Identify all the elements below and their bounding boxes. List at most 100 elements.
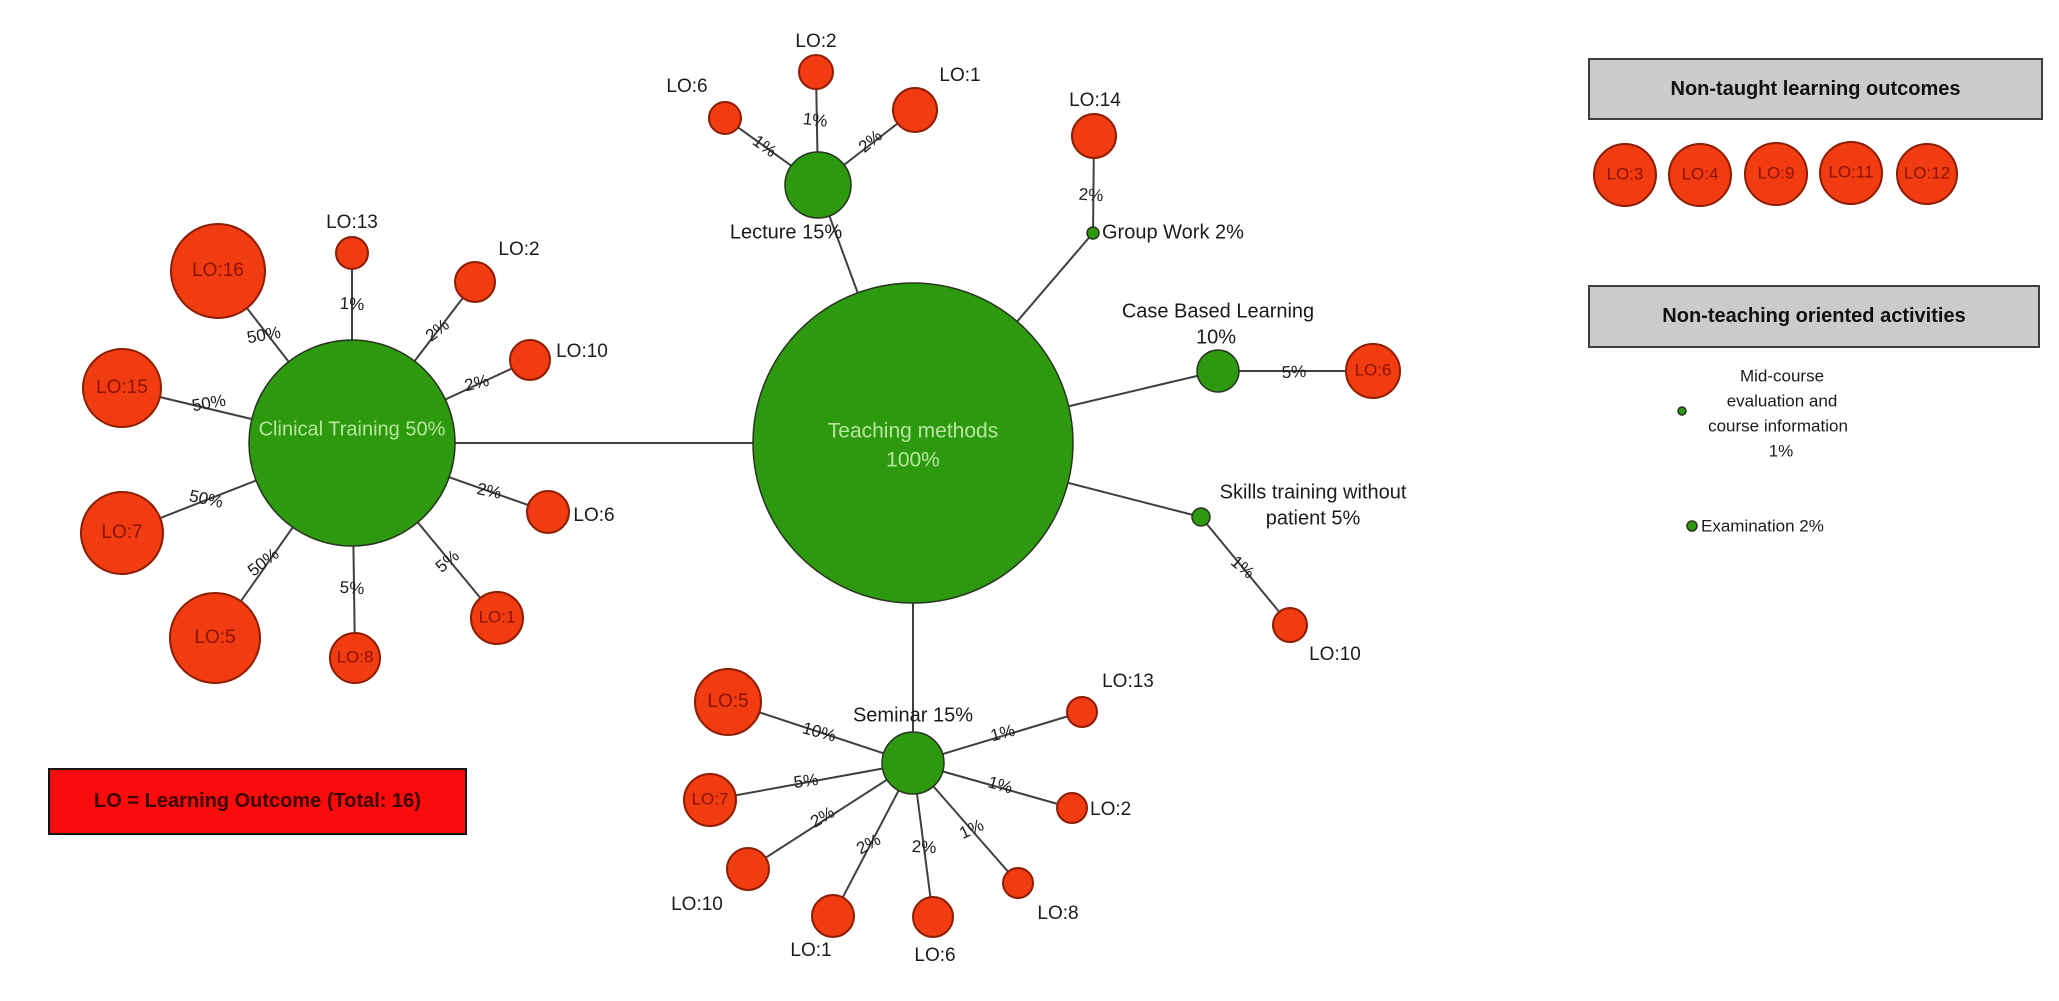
edge-clinical-lo16-label: 50% <box>245 323 282 348</box>
label-legend-lo4: LO:4 <box>1682 164 1719 183</box>
label-teaching-line2: 100% <box>886 449 940 472</box>
node-lecture-lo6 <box>708 101 742 135</box>
label-clinical: Clinical Training 50% <box>259 418 446 440</box>
node-seminar <box>881 731 945 795</box>
label-lo6-seminar: LO:6 <box>914 945 955 966</box>
label-lo2-clinical: LO:2 <box>498 239 539 260</box>
node-clinical-lo13 <box>335 236 369 270</box>
node-clinical-training <box>248 339 456 547</box>
non-teaching-legend-title: Non-teaching oriented activities <box>1662 305 1966 327</box>
label-lo5-seminar: LO:5 <box>707 691 748 712</box>
node-seminar-lo2 <box>1056 792 1088 824</box>
non-teaching-legend-header: Non-teaching oriented activities <box>1588 285 2040 348</box>
edge-seminar-lo13-label: 1% <box>988 721 1017 746</box>
label-cbl-line1: Case Based Learning <box>1122 300 1314 322</box>
node-clinical-lo10 <box>509 339 551 381</box>
edge-clinical-lo2-label: 2% <box>422 315 453 345</box>
edge-seminar-lo7 <box>709 762 914 801</box>
node-seminar-lo8 <box>1002 867 1034 899</box>
label-skills-line1: Skills training without <box>1220 481 1407 503</box>
lo-abbreviation-note: LO = Learning Outcome (Total: 16) <box>48 768 467 835</box>
edge-lecture-lo6-label: 1% <box>749 131 780 161</box>
label-lo7-seminar: LO:7 <box>692 789 729 808</box>
label-lo13-seminar: LO:13 <box>1102 671 1154 692</box>
edge-seminar-lo7-label: 5% <box>792 770 819 792</box>
label-midcourse-line1: Mid-course <box>1740 366 1824 385</box>
node-seminar-lo10 <box>726 847 770 891</box>
node-seminar-lo1 <box>811 894 855 938</box>
node-legend-lo3 <box>1593 143 1657 207</box>
node-case-based-learning <box>1196 349 1240 393</box>
label-legend-lo11: LO:11 <box>1828 162 1873 181</box>
label-lo10-skills: LO:10 <box>1309 644 1361 665</box>
label-lo10-seminar: LO:10 <box>671 894 723 915</box>
label-lo6-cbl: LO:6 <box>1355 360 1392 379</box>
label-lo8-seminar: LO:8 <box>1037 903 1078 924</box>
edge-seminar-lo1-label: 2% <box>853 830 884 858</box>
edge-lecture-lo2-label: 1% <box>802 109 828 130</box>
node-groupwork-lo14 <box>1071 113 1117 159</box>
node-teaching-methods <box>752 282 1074 604</box>
label-lo1-lecture: LO:1 <box>939 65 980 86</box>
label-group-work: Group Work 2% <box>1102 221 1244 243</box>
node-clinical-lo5 <box>169 592 261 684</box>
node-clinical-lo16 <box>170 223 266 319</box>
label-lo10-clinical: LO:10 <box>556 341 608 362</box>
label-lo2-lecture: LO:2 <box>795 31 836 52</box>
label-lo6-lecture: LO:6 <box>666 76 707 97</box>
node-group-work <box>1086 226 1100 240</box>
edge-seminar-lo10 <box>747 762 914 870</box>
edge-skills-lo10 <box>1200 516 1291 626</box>
node-lecture <box>784 151 852 219</box>
label-lo15: LO:15 <box>96 377 148 398</box>
node-clinical-lo2 <box>454 261 496 303</box>
node-lecture-lo2 <box>798 54 834 90</box>
node-legend-lo11 <box>1819 141 1883 205</box>
node-examination-dot <box>1686 520 1698 532</box>
node-cbl-lo6 <box>1345 343 1401 399</box>
edge-seminar-lo8-label: 1% <box>956 815 986 843</box>
edge-seminar-lo2-label: 1% <box>986 773 1015 798</box>
label-lo13-clinical: LO:13 <box>326 212 378 233</box>
node-clinical-lo1 <box>470 591 524 645</box>
label-lo14-groupwork: LO:14 <box>1069 90 1121 111</box>
label-seminar: Seminar 15% <box>853 704 973 726</box>
label-lo5-clinical: LO:5 <box>194 627 235 648</box>
edge-groupwork-lo14-label: 2% <box>1078 185 1104 206</box>
edge-clinical-lo6-label: 2% <box>475 479 503 503</box>
node-skills-training <box>1191 507 1211 527</box>
label-lo7-clinical: LO:7 <box>101 522 142 543</box>
label-midcourse-line2: evaluation and <box>1727 391 1838 410</box>
node-midcourse-dot <box>1677 406 1687 416</box>
label-lo2-seminar: LO:2 <box>1090 799 1131 820</box>
label-teaching-line1: Teaching methods <box>828 420 998 443</box>
label-examination: Examination 2% <box>1701 516 1824 535</box>
node-clinical-lo15 <box>82 348 162 428</box>
node-legend-lo12 <box>1896 143 1958 205</box>
label-midcourse-line4: 1% <box>1769 441 1794 460</box>
edge-clinical-lo13-label: 1% <box>339 294 365 315</box>
label-skills-line2: patient 5% <box>1266 507 1361 529</box>
node-legend-lo9 <box>1744 142 1808 206</box>
edge-clinical-lo8-label: 5% <box>339 578 365 599</box>
edge-clinical-lo10-label: 2% <box>463 371 491 395</box>
label-lo16: LO:16 <box>192 260 244 281</box>
node-seminar-lo6 <box>912 896 954 938</box>
node-seminar-lo7 <box>683 773 737 827</box>
node-seminar-lo5 <box>694 668 762 736</box>
label-legend-lo12: LO:12 <box>1904 163 1950 182</box>
label-lo8-clinical: LO:8 <box>337 647 374 666</box>
lo-abbreviation-note-text: LO = Learning Outcome (Total: 16) <box>94 790 421 812</box>
label-lo1-seminar: LO:1 <box>790 940 831 961</box>
label-legend-lo9: LO:9 <box>1758 163 1795 182</box>
label-midcourse-line3: course information <box>1708 416 1848 435</box>
edge-seminar-lo5-label: 10% <box>800 718 838 745</box>
label-lo1-clinical: LO:1 <box>479 607 516 626</box>
node-clinical-lo6 <box>526 490 570 534</box>
label-lo6-clinical: LO:6 <box>573 505 614 526</box>
non-taught-legend-title: Non-taught learning outcomes <box>1670 77 1961 100</box>
edge-skills-lo10-label: 1% <box>1227 552 1258 582</box>
edge-cbl-lo6-label: 5% <box>1281 362 1307 382</box>
